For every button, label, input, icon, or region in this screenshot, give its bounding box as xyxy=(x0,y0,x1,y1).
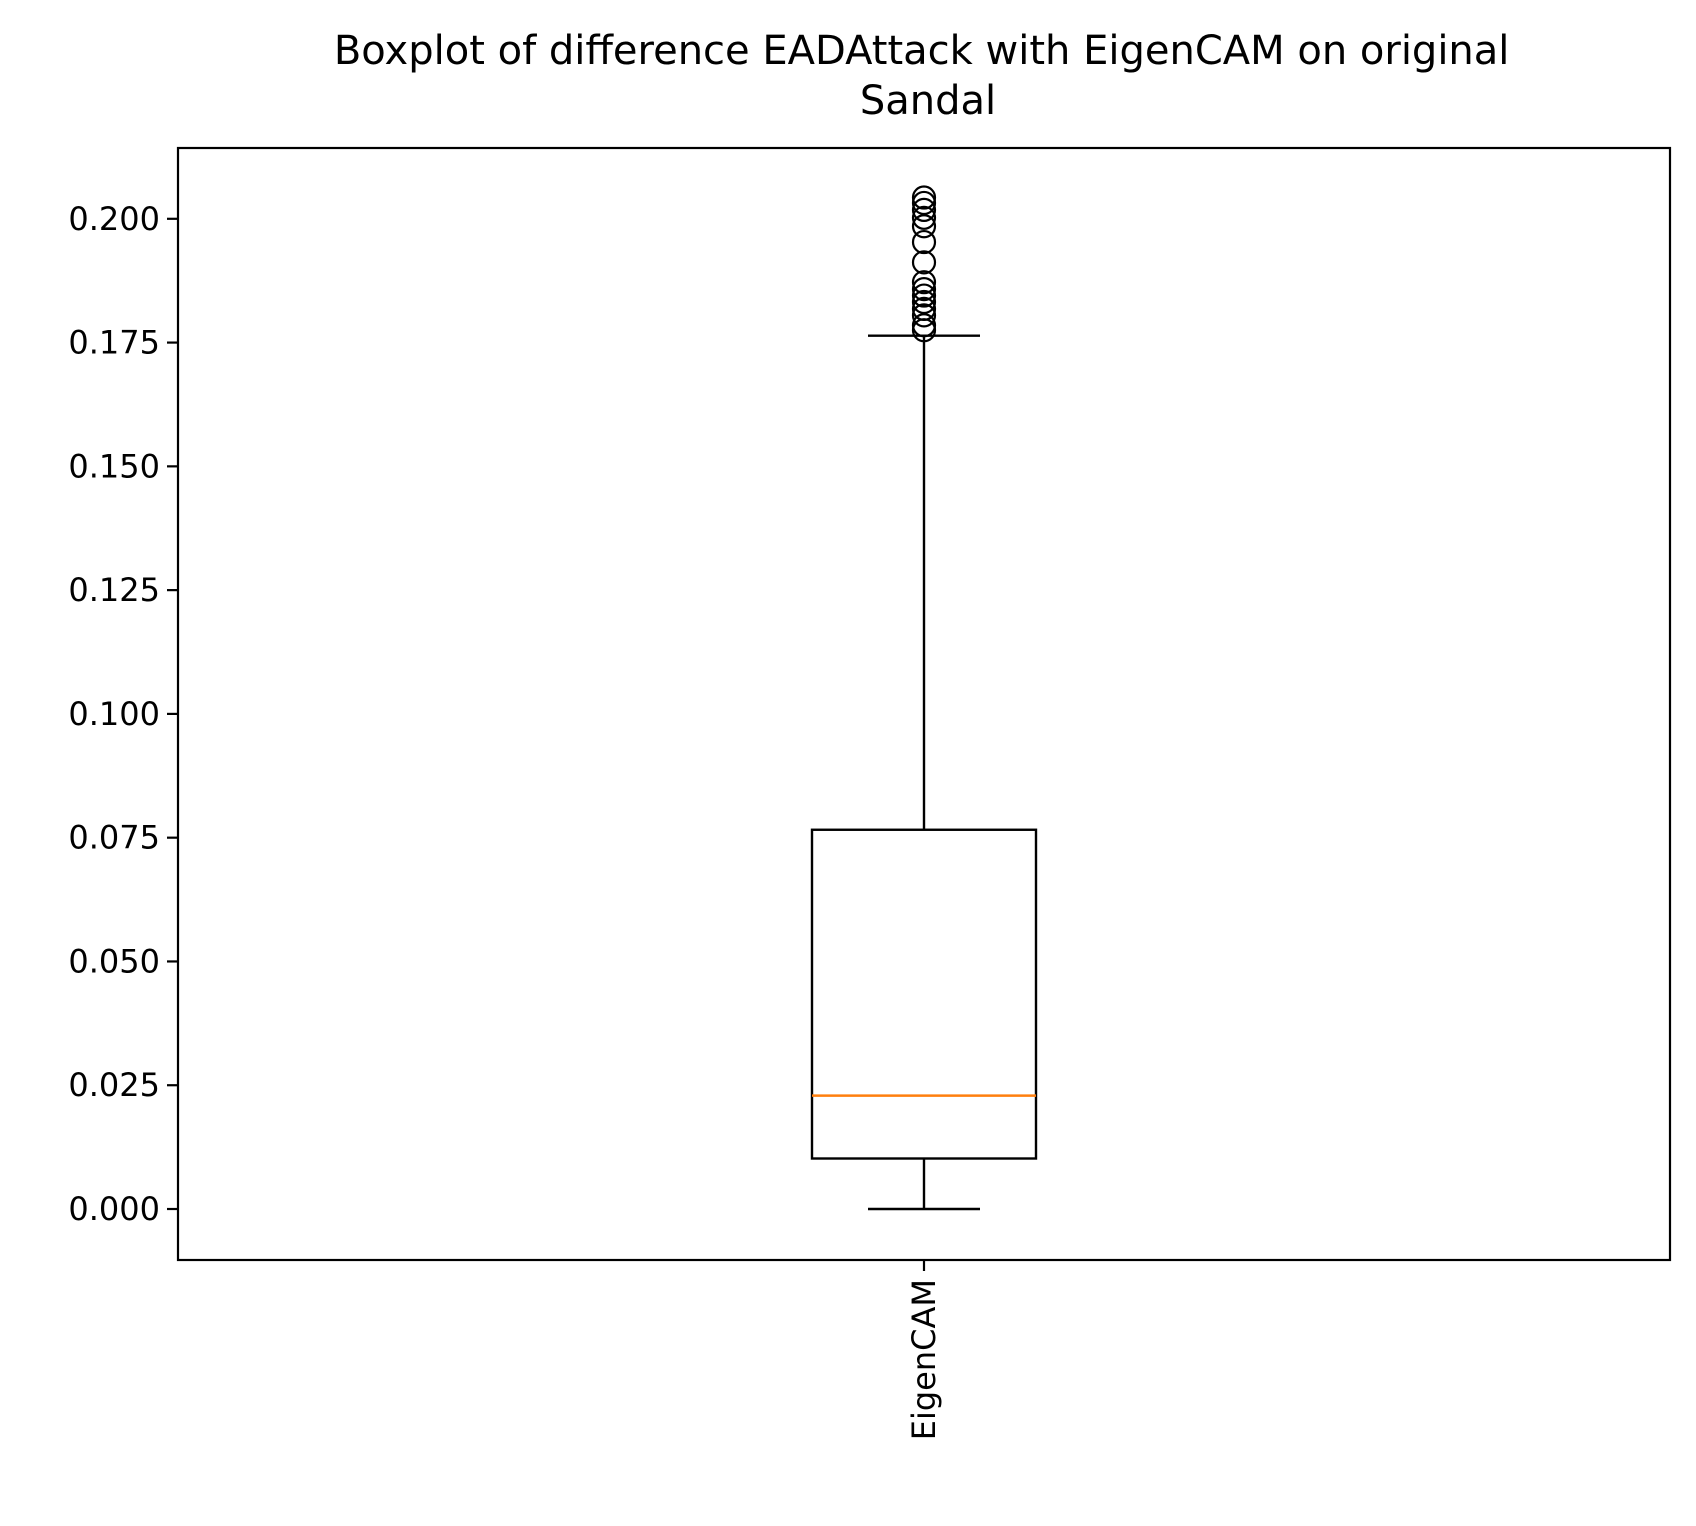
y-tick-label: 0.025 xyxy=(68,1066,160,1104)
outlier-point xyxy=(911,270,937,295)
outlier-point xyxy=(911,277,937,302)
y-tick-label: 0.075 xyxy=(68,819,160,857)
chart-title: Boxplot of difference EADAttack with Eig… xyxy=(334,28,1522,124)
y-tick-label: 0.200 xyxy=(68,200,160,238)
y-tick-label: 0.100 xyxy=(68,695,160,733)
outlier-point xyxy=(911,289,937,315)
plot-area: 0.000 0.025 0.050 0.075 0.100 0.125 0.150 0.175… xyxy=(68,185,1038,1440)
y-tick-label: 0.150 xyxy=(68,447,160,485)
outlier-point xyxy=(911,214,937,239)
outlier-point xyxy=(911,283,937,308)
y-tick-label: 0.050 xyxy=(68,942,160,980)
x-tick-label: EigenCAM xyxy=(905,1279,943,1440)
y-tick-label: 0.000 xyxy=(68,1190,160,1228)
outlier-point xyxy=(911,296,937,322)
chart-title-line-2: Sandal xyxy=(860,78,996,124)
outlier-point xyxy=(911,303,937,328)
y-tick-label: 0.125 xyxy=(68,571,160,609)
chart-title-line-1: Boxplot of difference EADAttack with Eig… xyxy=(334,28,1510,74)
iqr-box xyxy=(810,828,1038,1160)
outlier-point xyxy=(911,313,937,338)
y-tick-label: 0.175 xyxy=(68,324,160,362)
outlier-point xyxy=(911,190,937,216)
outlier-point xyxy=(911,185,937,210)
outlier-point xyxy=(911,197,937,222)
outlier-point xyxy=(911,205,937,230)
axes-frame xyxy=(176,146,1672,1262)
outlier-point xyxy=(911,250,937,275)
outlier-point xyxy=(911,229,937,255)
